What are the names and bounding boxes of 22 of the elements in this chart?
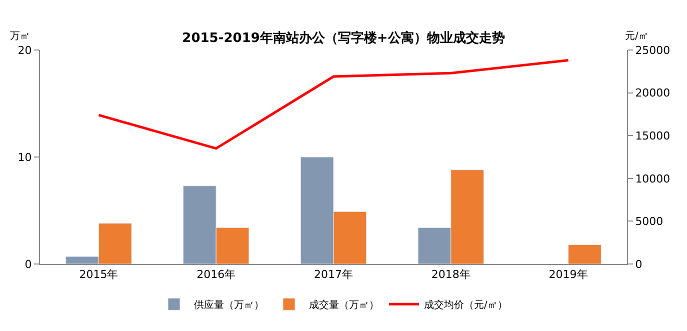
y2-tick-label: 25000 (635, 44, 670, 57)
y-axis-title: 万㎡ (10, 31, 30, 42)
x-tick-label: 2016年 (196, 268, 236, 282)
x-tick-label: 2018年 (431, 268, 470, 282)
y-tick-label: 0 (24, 258, 32, 271)
y2-tick-label: 10000 (635, 172, 670, 186)
y2-axis-title: 元/㎡ (625, 31, 648, 42)
x-tick-label: 2019年 (548, 268, 588, 282)
line-series (97, 59, 570, 150)
bar (568, 244, 602, 264)
y2-tick-label: 15000 (635, 129, 670, 142)
chart-title: 2015-2019年南站办公（写字楼+公寓）物业成交走势 (182, 30, 505, 46)
y2-tick-label: 0 (635, 258, 642, 271)
y2-tick-label: 20000 (635, 86, 670, 100)
y-tick-label: 10 (18, 150, 32, 164)
y2-tick-label: 5000 (635, 215, 664, 228)
legend-label: 成交均价（元/㎡） (424, 299, 508, 312)
y-tick-label: 20 (18, 44, 32, 57)
legend-label: 供应量（万㎡） (194, 299, 264, 312)
x-tick-label: 2015年 (79, 268, 118, 282)
legend-label: 成交量（万㎡） (309, 299, 379, 312)
x-tick-label: 2017年 (314, 268, 353, 282)
